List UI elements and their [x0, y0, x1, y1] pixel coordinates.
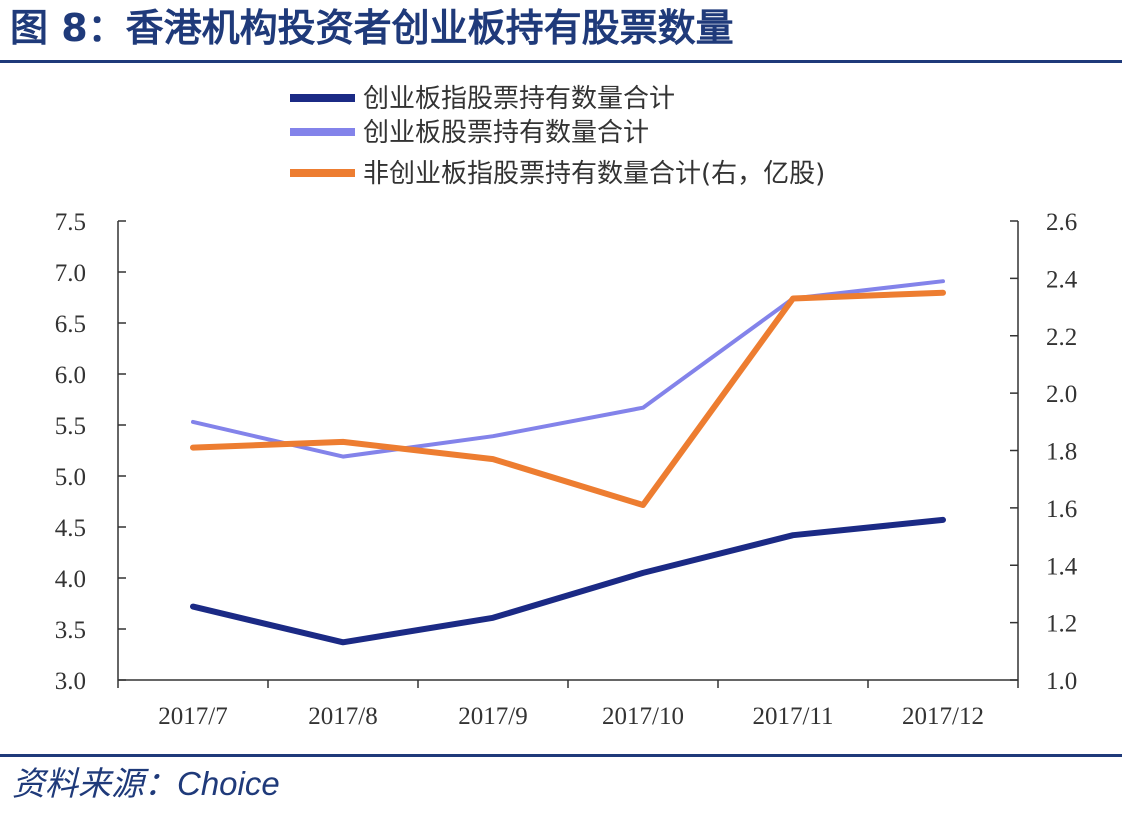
chart-axes: 3.0 3.5 4.0 4.5 5.0 5.5 6.0 6.5 7.0 7.5 1.0 1.2 1.4 1… [55, 209, 1078, 730]
figure-title: 图 8：香港机构投资者创业板持有股票数量 [10, 6, 734, 50]
right-tick-label: 1.0 [1046, 668, 1077, 695]
x-tick-label: 2017/9 [458, 703, 527, 730]
x-tick-label: 2017/7 [158, 703, 227, 730]
right-tick-label: 1.2 [1046, 611, 1077, 638]
right-tick-label: 2.0 [1046, 381, 1077, 408]
series-line-1 [190, 516, 946, 646]
legend-label-1: 创业板指股票持有数量合计 [363, 84, 675, 114]
left-tick-label: 4.5 [55, 515, 86, 542]
source-divider [0, 754, 1122, 757]
x-tick-label: 2017/8 [308, 703, 377, 730]
right-tick-label: 2.4 [1046, 266, 1078, 293]
chart-series [190, 279, 946, 646]
left-tick-label: 5.0 [55, 464, 86, 491]
right-tick-label: 1.4 [1046, 553, 1078, 580]
right-tick-label: 2.6 [1046, 209, 1077, 236]
left-tick-label: 6.0 [55, 362, 86, 389]
x-tick-label: 2017/10 [602, 703, 684, 730]
chart-legend: 创业板指股票持有数量合计创业板股票持有数量合计非创业板指股票持有数量合计(右，亿… [290, 84, 825, 189]
left-tick-label: 7.5 [55, 209, 86, 236]
right-tick-label: 2.2 [1046, 324, 1077, 351]
left-tick-label: 6.5 [55, 311, 86, 338]
source-note: 资料来源：Choice [12, 765, 280, 802]
legend-label-3: 非创业板指股票持有数量合计(右，亿股) [363, 159, 825, 189]
legend-label-2: 创业板股票持有数量合计 [363, 118, 649, 148]
title-divider [0, 60, 1122, 63]
left-tick-label: 7.0 [55, 260, 86, 287]
left-tick-label: 5.5 [55, 413, 86, 440]
left-tick-label: 3.0 [55, 668, 86, 695]
right-tick-label: 1.6 [1046, 496, 1077, 523]
series-line-3 [190, 289, 946, 508]
right-tick-label: 1.8 [1046, 439, 1077, 466]
left-tick-label: 3.5 [55, 617, 86, 644]
x-tick-label: 2017/12 [902, 703, 984, 730]
line-chart: 创业板指股票持有数量合计创业板股票持有数量合计非创业板指股票持有数量合计(右，亿… [55, 84, 1078, 730]
left-tick-label: 4.0 [55, 566, 86, 593]
series-line-2 [191, 279, 945, 459]
x-tick-label: 2017/11 [752, 703, 833, 730]
